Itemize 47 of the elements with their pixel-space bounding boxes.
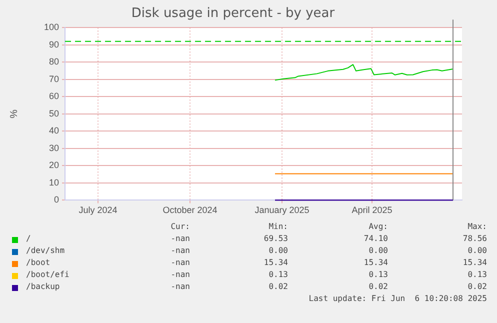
chart-title: Disk usage in percent - by year	[131, 6, 336, 22]
text: -nan	[170, 246, 190, 255]
text: Last update: Fri Jun 6 10:20:08 2025	[308, 294, 487, 303]
text: 0.00	[468, 246, 487, 255]
y-axis-title: %	[8, 109, 20, 118]
text: 0.13	[268, 270, 288, 279]
text: -nan	[170, 258, 190, 267]
y-tick-label: 100	[44, 22, 59, 32]
y-tick-label: 0	[54, 194, 59, 205]
text: 15.34	[264, 258, 288, 267]
text: -nan	[170, 282, 190, 291]
text: 0.02	[268, 282, 288, 291]
text: 0.13	[468, 270, 487, 279]
text: 0.00	[268, 246, 288, 255]
text: 74.10	[364, 234, 388, 243]
text: 0.00	[368, 246, 388, 255]
x-tick-label: July 2024	[78, 205, 118, 216]
legend-label: /boot	[26, 258, 50, 267]
text: -nan	[170, 270, 190, 279]
text: 0.13	[368, 270, 388, 279]
legend-label: /dev/shm	[26, 246, 65, 255]
y-tick-label: 30	[48, 142, 59, 153]
y-tick-label: 10	[48, 177, 59, 188]
text: Cur:	[170, 222, 190, 231]
x-tick-label: April 2025	[352, 205, 392, 216]
legend-label: /backup	[26, 282, 60, 291]
x-tick-label: October 2024	[162, 205, 218, 216]
text: 78.56	[462, 234, 487, 243]
y-tick-label: 20	[48, 160, 59, 170]
text: 15.34	[364, 258, 388, 267]
text: 15.34	[462, 258, 487, 267]
text: Avg:	[368, 222, 388, 231]
y-tick-label: 50	[48, 108, 59, 118]
x-tick-label: January 2025	[254, 205, 310, 216]
text: -nan	[170, 234, 190, 243]
text: Max:	[468, 222, 487, 231]
text: 0.02	[468, 282, 487, 291]
y-tick-label: 70	[48, 74, 59, 84]
y-tick-label: 40	[48, 126, 59, 136]
y-tick-label: 80	[48, 56, 59, 67]
legend-label: /boot/efi	[26, 270, 70, 279]
text: 69.53	[264, 234, 288, 243]
legend-label: /	[26, 234, 31, 243]
text: 0.02	[368, 282, 388, 291]
text: Min:	[268, 222, 288, 231]
y-tick-label: 60	[48, 91, 59, 102]
y-tick-label: 90	[48, 39, 59, 50]
